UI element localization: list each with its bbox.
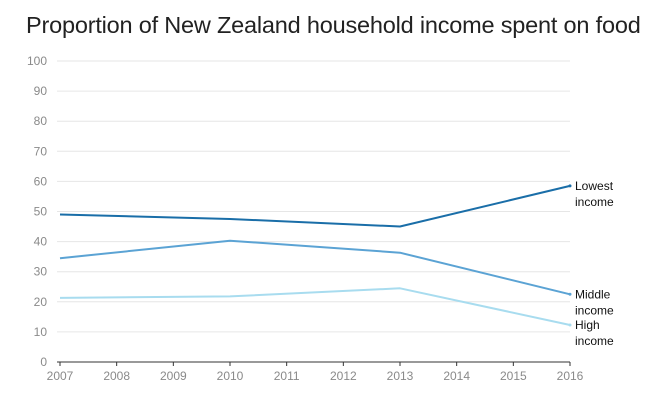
y-tick-label: 60 (34, 174, 48, 188)
series-end-point-lowest-income (568, 184, 572, 188)
y-tick-label: 40 (34, 235, 48, 249)
y-tick-label: 10 (34, 325, 48, 339)
y-tick-label: 30 (34, 265, 48, 279)
series-label-line: income (575, 334, 614, 348)
y-tick-label: 80 (34, 114, 48, 128)
y-tick-label: 20 (34, 295, 48, 309)
series-label-line: Middle (575, 287, 611, 301)
series-label-line: income (575, 303, 614, 317)
x-tick-label: 2007 (47, 369, 74, 383)
y-tick-label: 90 (34, 84, 48, 98)
series-line-high-income (59, 287, 571, 326)
x-tick-label: 2010 (217, 369, 244, 383)
chart-title: Proportion of New Zealand household inco… (26, 12, 641, 38)
x-tick-label: 2014 (443, 369, 470, 383)
x-tick-label: 2015 (500, 369, 527, 383)
series-label-line: income (575, 195, 614, 209)
series-end-point-middle-income (568, 292, 572, 296)
series-line-middle-income (59, 239, 571, 296)
series-label-lowest-income: Lowest income (575, 179, 614, 209)
x-tick-label: 2012 (330, 369, 357, 383)
y-tick-label: 100 (27, 54, 47, 68)
series-label-high-income: High income (575, 318, 614, 348)
y-tick-label: 0 (40, 355, 47, 369)
series-end-point-high-income (568, 323, 572, 327)
series-line-lowest-income (59, 184, 571, 228)
x-tick-label: 2016 (557, 369, 584, 383)
series-label-line: Lowest (575, 179, 614, 193)
series-label-middle-income: Middle income (575, 287, 614, 317)
y-tick-label: 70 (34, 144, 48, 158)
series-label-line: High (575, 318, 600, 332)
x-tick-label: 2013 (387, 369, 414, 383)
x-tick-label: 2011 (274, 369, 300, 383)
x-tick-label: 2008 (103, 369, 130, 383)
y-tick-label: 50 (34, 205, 48, 219)
x-tick-label: 2009 (160, 369, 187, 383)
